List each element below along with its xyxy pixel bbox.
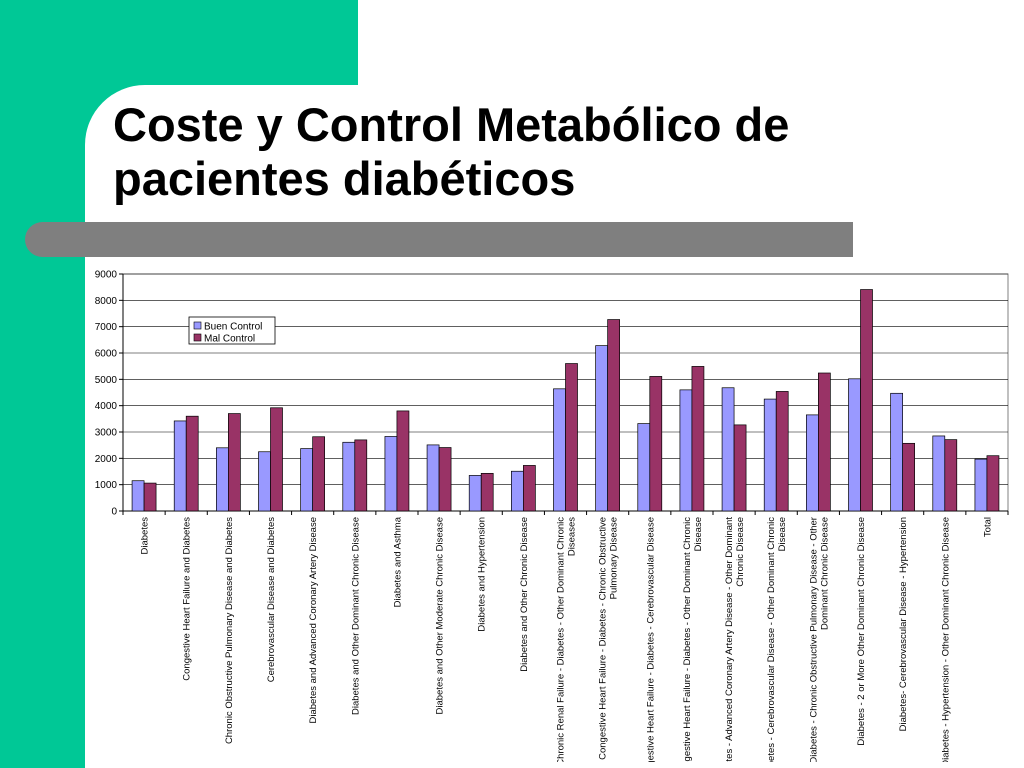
x-tick-label: Diabetes and Hypertension (477, 517, 488, 632)
bar-mal-control (480, 472, 494, 512)
bar-chart: 0 1000 2000 3000 4000 5000 6000 7000 8000 9000 Dia… (95, 270, 1009, 762)
accent-panel-top (0, 0, 358, 85)
bar-mal-control (649, 376, 663, 512)
y-tick-label: 2000 (95, 454, 118, 465)
x-tick-label: Congestive Heart Failure - Diabetes - Ot… (682, 517, 693, 762)
bar-mal-control (860, 289, 873, 512)
bar-mal-control (143, 482, 157, 512)
legend-swatch (193, 333, 202, 342)
slide-title-line-1: Coste y Control Metabólico de (113, 98, 790, 151)
bar-buen-control (216, 447, 229, 512)
x-tick-label: Diabetes - Chronic Obstructive Pulmonary… (808, 517, 819, 762)
bar-buen-control (679, 389, 693, 512)
x-tick-label: Diabetes (140, 517, 151, 555)
bar-buen-control (300, 448, 313, 512)
y-tick-label: 6000 (95, 349, 118, 360)
bar-mal-control (270, 407, 283, 512)
bar-buen-control (848, 378, 861, 512)
bar-mal-control (565, 363, 578, 512)
x-tick-label: Diseases (567, 517, 578, 556)
bar-buen-control (595, 345, 608, 512)
bar-buen-control (553, 388, 566, 512)
y-tick-label: 3000 (95, 428, 118, 439)
x-tick-label: Disease (693, 517, 704, 551)
x-tick-label: Pulmonary Disease (609, 517, 620, 599)
bar-mal-control (354, 439, 368, 512)
x-tick-label: Congestive Heart Failure - Diabetes - Ch… (598, 517, 609, 760)
bar-buen-control (384, 436, 398, 512)
bar-buen-control (426, 444, 440, 512)
y-tick-label: 1000 (95, 480, 118, 491)
bar-mal-control (944, 439, 958, 512)
bar-buen-control (173, 420, 187, 512)
x-tick-label: Chronic Disease (735, 517, 746, 587)
bar-buen-control (258, 451, 271, 512)
bar-mal-control (185, 415, 199, 512)
bar-buen-control (890, 392, 903, 512)
bar-mal-control (523, 465, 536, 512)
x-tick-label: Chronic Renal Failure - Diabetes - Other… (556, 517, 567, 762)
bar-mal-control (902, 442, 915, 512)
bar-mal-control (396, 410, 410, 512)
legend-label: Buen Control (204, 322, 262, 333)
bar-buen-control (974, 458, 988, 512)
bar-buen-control (932, 435, 946, 512)
title-divider-bar (25, 222, 853, 257)
x-tick-label: Diabetes and Asthma (392, 516, 403, 607)
bar-buen-control (511, 470, 524, 512)
bar-buen-control (342, 441, 356, 512)
x-tick-label: Diabetes and Other Moderate Chronic Dise… (435, 517, 446, 715)
x-tick-label: Diabetes - Advanced Coronary Artery Dise… (724, 517, 735, 762)
x-tick-label: Diabetes and Advanced Coronary Artery Di… (308, 517, 319, 723)
bar-buen-control (468, 475, 482, 512)
bar-mal-control (228, 413, 241, 512)
x-tick-label: Diabetes and Other Chronic Disease (519, 517, 530, 672)
bar-mal-control (691, 366, 705, 512)
x-tick-label: Diabetes - 2 or More Other Dominant Chro… (856, 517, 867, 746)
y-tick-label: 5000 (95, 375, 118, 386)
x-tick-label: Diabetes - Hypertension - Other Dominant… (940, 517, 951, 762)
y-tick-label: 0 (111, 507, 117, 518)
y-tick-label: 4000 (95, 401, 118, 412)
bar-buen-control (721, 387, 735, 512)
bar-buen-control (763, 398, 777, 512)
x-tick-label: Dominant Chronic Disease (819, 517, 830, 630)
slide-title: Coste y Control Metabólico de pacientes … (113, 98, 993, 206)
x-tick-label: Total (982, 517, 993, 537)
bar-mal-control (438, 447, 452, 512)
x-tick-label: Diabetes and Other Dominant Chronic Dise… (350, 517, 361, 715)
bar-buen-control (637, 423, 651, 512)
y-tick-label: 8000 (95, 296, 118, 307)
slide-title-line-2: pacientes diabéticos (113, 152, 576, 205)
y-tick-label: 7000 (95, 322, 118, 333)
accent-panel-left (0, 0, 85, 768)
x-tick-label: Congestive Heart Failure - Diabetes - Ce… (645, 517, 656, 762)
legend-box (188, 316, 276, 345)
bar-mal-control (818, 372, 831, 512)
bar-buen-control (806, 414, 819, 512)
bar-mal-control (986, 455, 1000, 512)
legend-label: Mal Control (204, 334, 255, 345)
bar-mal-control (607, 319, 620, 512)
x-tick-label: Congestive Heart Failure and Diabetes (182, 517, 193, 681)
legend-swatch (193, 321, 202, 330)
y-tick-label: 9000 (95, 270, 118, 281)
bar-mal-control (312, 436, 325, 512)
x-tick-label: Diabetes - Cerebrovascular Disease - Oth… (766, 517, 777, 762)
bar-buen-control (131, 480, 145, 512)
x-tick-label: Cerebrovascular Disease and Diabetes (266, 517, 277, 683)
x-tick-label: Disease (777, 517, 788, 551)
bar-mal-control (775, 391, 789, 512)
x-tick-label: Chronic Obstructive Pulmonary Disease an… (224, 517, 235, 744)
bar-mal-control (733, 424, 747, 512)
x-tick-label: Diabetes- Cerebrovascular Disease - Hype… (898, 517, 909, 731)
